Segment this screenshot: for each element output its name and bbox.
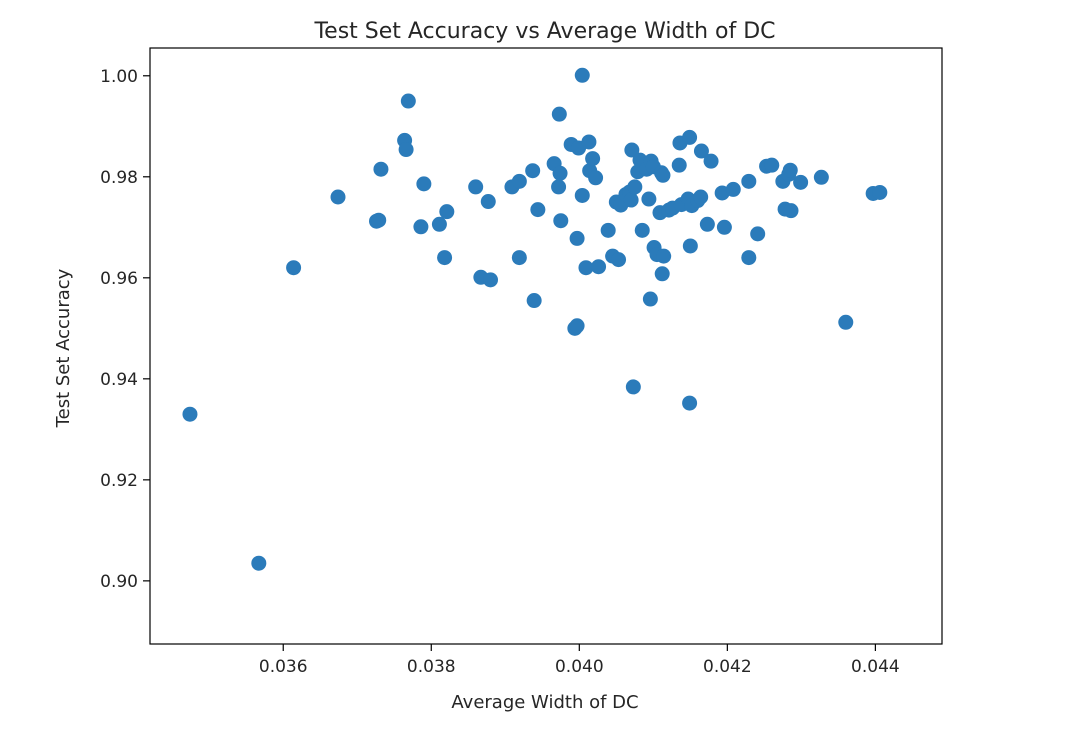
x-tick-label: 0.038 — [407, 657, 456, 677]
plot-frame — [149, 47, 943, 645]
data-point — [480, 194, 496, 210]
x-axis-title: Average Width of DC — [451, 692, 638, 713]
data-point — [750, 226, 766, 242]
data-point — [551, 179, 567, 195]
data-point — [627, 179, 643, 195]
data-point — [703, 153, 719, 169]
data-point — [431, 216, 447, 232]
data-point — [716, 219, 732, 235]
data-point — [413, 219, 429, 235]
data-point — [623, 192, 639, 208]
x-tick-label: 0.040 — [555, 657, 604, 677]
data-point — [782, 162, 798, 178]
data-point — [682, 238, 698, 254]
data-point — [600, 222, 616, 238]
x-tick-label: 0.042 — [703, 657, 752, 677]
data-point — [655, 167, 671, 183]
data-point — [654, 266, 670, 282]
data-point — [793, 174, 809, 190]
data-point — [416, 176, 432, 192]
data-point — [371, 212, 387, 228]
data-point — [656, 248, 672, 264]
y-tick-label: 1.00 — [100, 67, 138, 87]
y-tick-label: 0.96 — [100, 269, 138, 289]
y-axis-title: Test Set Accuracy — [53, 268, 74, 428]
data-point — [398, 142, 414, 158]
data-point — [725, 181, 741, 197]
data-point — [783, 203, 799, 219]
data-point — [574, 187, 590, 203]
data-point — [642, 291, 658, 307]
y-tick-label: 0.98 — [100, 168, 138, 188]
data-point — [641, 191, 657, 207]
data-point — [525, 163, 541, 179]
data-point — [634, 222, 650, 238]
data-point — [838, 314, 854, 330]
data-point — [511, 173, 527, 189]
data-point — [553, 213, 569, 229]
plot-area: 0.036 0.038 0.040 0.042 0.044 0.90 0.92 0.94 0.9… — [100, 47, 943, 677]
data-point — [569, 318, 585, 334]
data-point — [569, 230, 585, 246]
data-point — [588, 170, 604, 186]
x-tick-label: 0.036 — [259, 657, 308, 677]
data-point — [251, 555, 267, 571]
data-point — [330, 189, 346, 205]
data-point — [591, 259, 607, 275]
data-point — [813, 169, 829, 185]
data-point — [373, 161, 389, 177]
data-point — [482, 272, 498, 288]
data-point — [699, 216, 715, 232]
data-point — [693, 189, 709, 205]
data-point — [526, 293, 542, 309]
data-point — [468, 179, 484, 195]
data-point — [611, 252, 627, 268]
data-point — [552, 165, 568, 181]
data-point — [530, 202, 546, 218]
data-point — [682, 395, 698, 411]
data-point — [624, 142, 640, 158]
data-point — [693, 143, 709, 159]
data-point — [581, 134, 597, 150]
data-point — [741, 173, 757, 189]
chart-title: Test Set Accuracy vs Average Width of DC — [313, 19, 775, 44]
data-point — [439, 204, 455, 220]
data-point — [625, 379, 641, 395]
data-point — [682, 129, 698, 145]
y-tick-label: 0.94 — [100, 370, 138, 390]
data-point — [585, 151, 601, 167]
y-tick-label: 0.90 — [100, 572, 138, 592]
data-point — [764, 157, 780, 173]
data-point — [437, 250, 453, 266]
data-point — [574, 67, 590, 83]
data-point — [578, 260, 594, 276]
data-point — [551, 106, 567, 122]
data-point — [286, 260, 302, 276]
data-point — [400, 93, 416, 109]
y-tick-label: 0.92 — [100, 471, 138, 491]
data-point — [671, 157, 687, 173]
data-point — [182, 406, 198, 422]
data-point — [511, 250, 527, 266]
data-point — [872, 184, 888, 200]
data-point — [741, 250, 757, 266]
x-tick-label: 0.044 — [851, 657, 900, 677]
